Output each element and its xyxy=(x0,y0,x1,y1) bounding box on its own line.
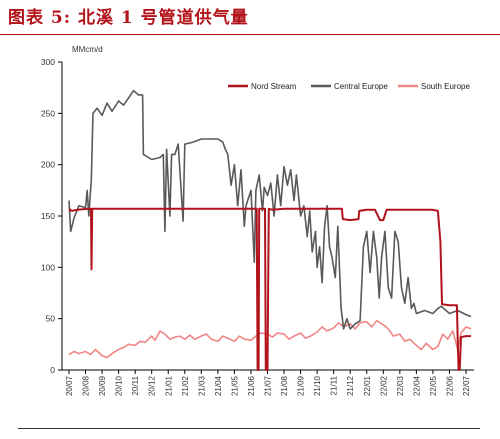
x-tick-label: 22/05 xyxy=(429,375,438,396)
x-tick-label: 21/11 xyxy=(330,375,339,395)
y-tick-label: 100 xyxy=(41,262,55,272)
x-tick-label: 21/08 xyxy=(280,375,289,396)
x-tick-label: 20/08 xyxy=(82,375,91,396)
x-tick-label: 22/04 xyxy=(412,375,421,396)
x-tick-label: 21/03 xyxy=(197,375,206,396)
x-tick-label: 21/05 xyxy=(230,375,239,396)
y-tick-label: 200 xyxy=(41,160,55,170)
x-tick-label: 20/09 xyxy=(98,375,107,396)
x-tick-label: 20/12 xyxy=(148,375,157,396)
legend-label-south-europe: South Europe xyxy=(421,82,470,91)
x-tick-label: 22/07 xyxy=(462,375,471,396)
series-line-nord-stream xyxy=(68,207,471,371)
y-tick-label: 150 xyxy=(41,211,55,221)
x-tick-label: 21/06 xyxy=(247,375,256,396)
x-tick-label: 22/02 xyxy=(379,375,388,396)
series-line-south-europe xyxy=(68,319,472,359)
y-axis-label: MMcm/d xyxy=(72,45,103,54)
y-tick-label: 0 xyxy=(50,365,55,375)
x-tick-label: 20/07 xyxy=(65,375,74,396)
legend-label-nord-stream: Nord Stream xyxy=(251,82,297,91)
x-tick-label: 21/10 xyxy=(313,375,322,396)
x-tick-label: 20/11 xyxy=(131,375,140,395)
x-tick-label: 21/01 xyxy=(164,375,173,396)
x-tick-label: 22/01 xyxy=(363,375,372,396)
x-tick-label: 22/06 xyxy=(445,375,454,396)
chart-axes: MMcm/d 0 50 100 150 200 250 300 20/07 20/08 20/09 2… xyxy=(41,45,474,396)
chart-series-group xyxy=(68,89,472,371)
legend-label-central-europe: Central Europe xyxy=(334,82,388,91)
x-tick-label: 21/02 xyxy=(181,375,190,396)
x-tick-label: 21/07 xyxy=(264,375,273,396)
y-tick-label: 300 xyxy=(41,57,55,67)
y-tick-label: 250 xyxy=(41,108,55,118)
x-tick-label: 21/12 xyxy=(346,375,355,396)
x-tick-label: 21/04 xyxy=(214,375,223,396)
figure-header: 图表 5: 北溪 1 号管道供气量 xyxy=(0,0,500,35)
chart-legend: Nord Stream Central Europe South Europe xyxy=(228,82,470,91)
figure-title: 图表 5: 北溪 1 号管道供气量 xyxy=(8,8,249,28)
series-line-central-europe xyxy=(68,89,472,330)
y-tick-label: 50 xyxy=(46,314,56,324)
footer-divider xyxy=(18,428,480,429)
x-tick-label: 22/03 xyxy=(396,375,405,396)
x-tick-label: 21/09 xyxy=(297,375,306,396)
x-tick-label: 20/10 xyxy=(115,375,124,396)
